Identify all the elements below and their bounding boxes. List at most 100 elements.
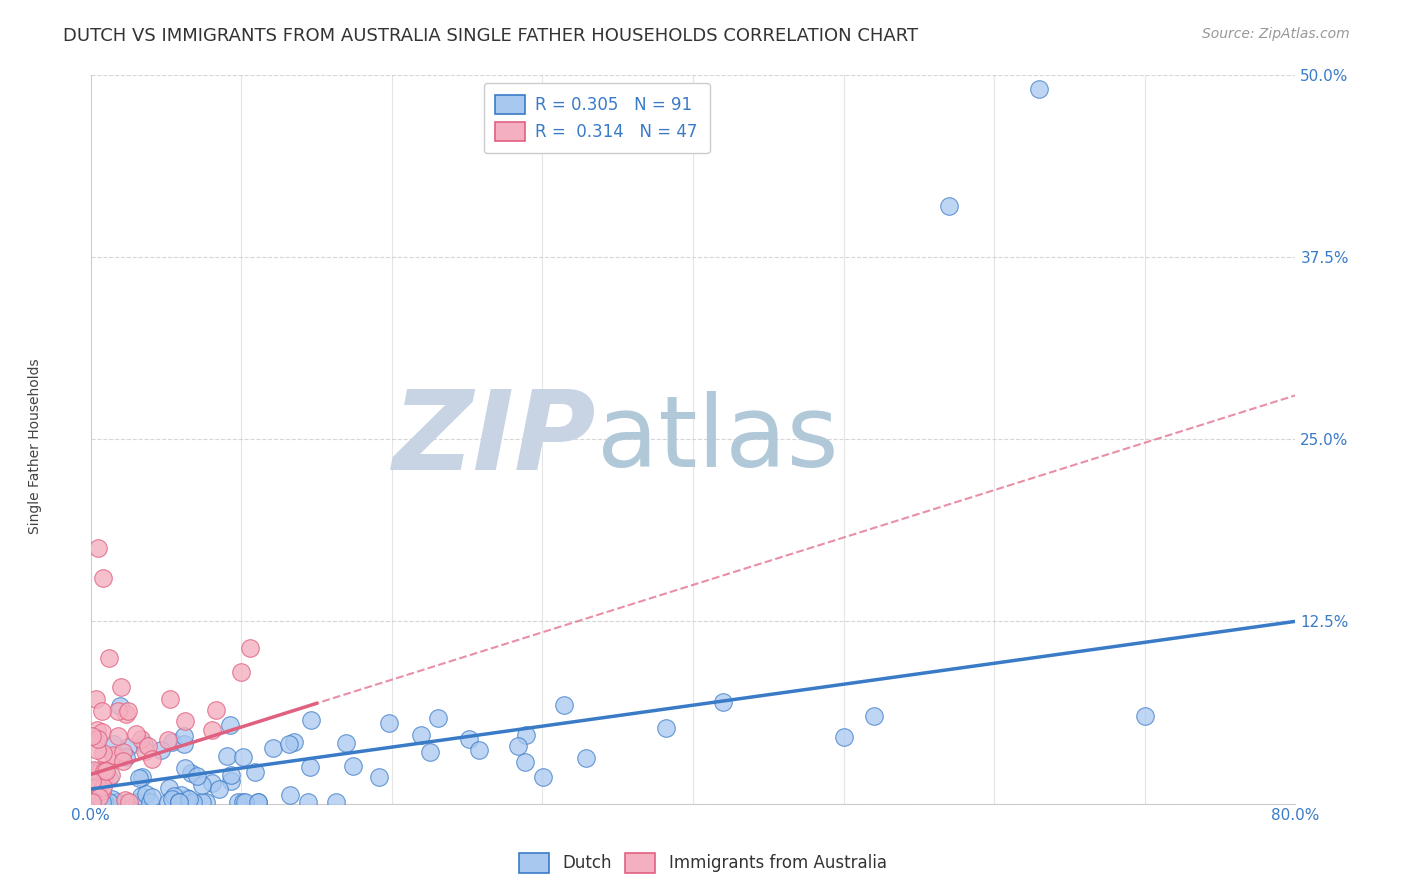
- Point: [207, 782, 229, 797]
- Point: [262, 741, 284, 756]
- Point: [427, 711, 450, 725]
- Point: [157, 780, 180, 795]
- Point: [90, 704, 112, 718]
- Point: [83, 795, 105, 809]
- Point: [105, 795, 128, 809]
- Point: [170, 788, 193, 802]
- Point: [125, 727, 148, 741]
- Point: [82, 729, 104, 743]
- Point: [87, 779, 110, 793]
- Point: [938, 199, 960, 213]
- Point: [82, 784, 104, 798]
- Point: [378, 716, 401, 731]
- Point: [90, 725, 112, 739]
- Point: [82, 774, 104, 789]
- Point: [201, 723, 224, 737]
- Point: [297, 795, 319, 809]
- Point: [110, 680, 132, 694]
- Point: [245, 764, 267, 779]
- Point: [83, 778, 105, 792]
- Point: [200, 775, 222, 789]
- Point: [129, 789, 152, 804]
- Point: [173, 737, 195, 751]
- Point: [134, 737, 156, 751]
- Point: [101, 792, 124, 806]
- Point: [419, 745, 441, 759]
- Point: [82, 795, 104, 809]
- Point: [233, 795, 256, 809]
- Point: [531, 770, 554, 784]
- Point: [93, 795, 115, 809]
- Point: [83, 763, 105, 777]
- Point: [128, 771, 150, 785]
- Point: [194, 795, 217, 809]
- Point: [141, 790, 163, 805]
- Point: [176, 790, 198, 805]
- Point: [163, 789, 186, 804]
- Point: [231, 665, 253, 680]
- Point: [162, 734, 184, 748]
- Point: [156, 795, 179, 809]
- Point: [156, 733, 179, 747]
- Point: [125, 795, 148, 809]
- Point: [180, 765, 202, 780]
- Point: [86, 692, 108, 706]
- Point: [409, 728, 432, 742]
- Point: [97, 650, 120, 665]
- Point: [114, 793, 136, 807]
- Point: [862, 709, 884, 723]
- Text: Single Father Households: Single Father Households: [28, 359, 42, 533]
- Point: [204, 703, 226, 717]
- Point: [553, 698, 575, 712]
- Point: [181, 795, 204, 809]
- Text: ZIP: ZIP: [394, 385, 596, 492]
- Point: [87, 772, 110, 786]
- Legend: R = 0.305   N = 91, R =  0.314   N = 47: R = 0.305 N = 91, R = 0.314 N = 47: [484, 83, 710, 153]
- Point: [139, 795, 162, 809]
- Point: [108, 699, 131, 714]
- Point: [91, 784, 114, 798]
- Point: [118, 795, 141, 809]
- Point: [1133, 709, 1156, 723]
- Point: [283, 735, 305, 749]
- Point: [174, 714, 197, 728]
- Point: [832, 730, 855, 744]
- Point: [342, 758, 364, 772]
- Point: [91, 795, 114, 809]
- Point: [186, 768, 208, 782]
- Point: [91, 571, 114, 585]
- Point: [93, 771, 115, 785]
- Point: [97, 795, 120, 809]
- Point: [299, 713, 322, 727]
- Point: [219, 718, 242, 732]
- Point: [84, 764, 107, 778]
- Point: [173, 729, 195, 743]
- Point: [91, 780, 114, 794]
- Point: [93, 764, 115, 779]
- Point: [278, 788, 301, 802]
- Point: [655, 721, 678, 735]
- Point: [136, 739, 159, 754]
- Point: [515, 728, 537, 742]
- Point: [246, 795, 269, 809]
- Point: [129, 731, 152, 746]
- Point: [159, 692, 181, 706]
- Point: [219, 767, 242, 781]
- Point: [84, 795, 107, 809]
- Point: [226, 795, 249, 809]
- Point: [174, 761, 197, 775]
- Point: [457, 731, 479, 746]
- Point: [94, 764, 117, 778]
- Point: [98, 771, 121, 785]
- Point: [508, 739, 530, 754]
- Point: [468, 742, 491, 756]
- Point: [87, 732, 110, 747]
- Point: [104, 795, 127, 809]
- Point: [150, 743, 173, 757]
- Point: [82, 795, 104, 809]
- Point: [107, 704, 129, 718]
- Point: [711, 694, 734, 708]
- Point: [112, 754, 135, 768]
- Point: [515, 755, 537, 769]
- Point: [278, 738, 301, 752]
